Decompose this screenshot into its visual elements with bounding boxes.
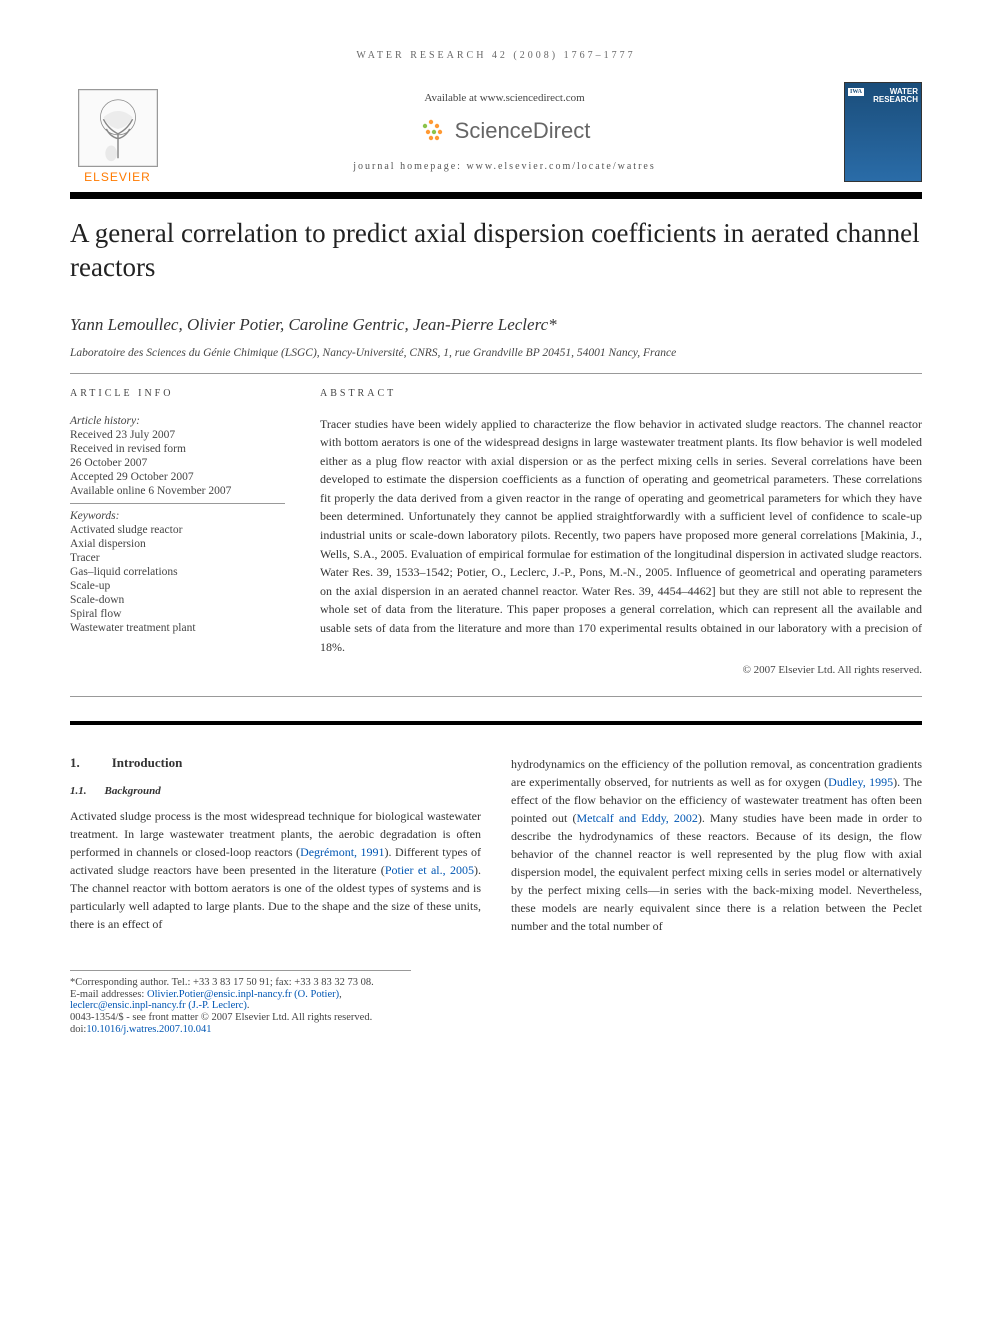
sciencedirect-logo: ScienceDirect: [419, 116, 591, 146]
body-paragraph: hydrodynamics on the efficiency of the p…: [511, 755, 922, 935]
body-paragraph: Activated sludge process is the most wid…: [70, 807, 481, 933]
history-revised-line2: 26 October 2007: [70, 457, 285, 469]
citation-link[interactable]: Potier et al., 2005: [385, 863, 474, 877]
doi-line: doi:10.1016/j.watres.2007.10.041: [70, 1024, 411, 1035]
body-columns: 1. Introduction 1.1. Background Activate…: [70, 755, 922, 935]
section-number: 1.: [70, 755, 80, 771]
divider-bar-thick: [70, 192, 922, 199]
keyword: Activated sludge reactor: [70, 524, 285, 536]
elsevier-logo: ELSEVIER: [70, 79, 165, 184]
divider-bar-thin: [70, 721, 922, 725]
divider-line: [70, 373, 922, 374]
abstract-block: ABSTRACT Tracer studies have been widely…: [320, 388, 922, 677]
keyword: Scale-down: [70, 594, 285, 606]
footer-block: *Corresponding author. Tel.: +33 3 83 17…: [70, 970, 411, 1035]
citation-link[interactable]: Metcalf and Eddy, 2002: [576, 811, 697, 825]
sciencedirect-wordmark: ScienceDirect: [455, 118, 591, 144]
email-link[interactable]: Olivier.Potier@ensic.inpl-nancy.fr (O. P…: [147, 989, 339, 1000]
subsection-heading: 1.1. Background: [70, 785, 481, 797]
doi-label: doi:: [70, 1024, 86, 1035]
divider-short: [70, 503, 285, 504]
citation-link[interactable]: Degrémont, 1991: [300, 845, 384, 859]
history-received: Received 23 July 2007: [70, 429, 285, 441]
email-addresses: E-mail addresses: Olivier.Potier@ensic.i…: [70, 989, 411, 1011]
journal-homepage: journal homepage: www.elsevier.com/locat…: [185, 161, 824, 172]
column-right: hydrodynamics on the efficiency of the p…: [511, 755, 922, 935]
divider-line: [70, 696, 922, 697]
copyright-line: © 2007 Elsevier Ltd. All rights reserved…: [320, 664, 922, 676]
sciencedirect-icon: [419, 116, 449, 146]
elsevier-wordmark: ELSEVIER: [84, 170, 151, 184]
keyword: Wastewater treatment plant: [70, 622, 285, 634]
cover-title: WATERRESEARCH: [873, 88, 918, 104]
journal-running-header: WATER RESEARCH 42 (2008) 1767–1777: [70, 50, 922, 61]
journal-cover-thumbnail: IWA WATERRESEARCH: [844, 82, 922, 182]
article-title: A general correlation to predict axial d…: [70, 217, 922, 285]
keywords-label: Keywords:: [70, 510, 285, 522]
history-online: Available online 6 November 2007: [70, 485, 285, 497]
history-revised-line1: Received in revised form: [70, 443, 285, 455]
keyword: Scale-up: [70, 580, 285, 592]
doi-link[interactable]: 10.1016/j.watres.2007.10.041: [86, 1024, 211, 1035]
abstract-text: Tracer studies have been widely applied …: [320, 415, 922, 657]
elsevier-tree-icon: [78, 89, 158, 167]
publisher-banner: ELSEVIER Available at www.sciencedirect.…: [70, 79, 922, 184]
banner-center: Available at www.sciencedirect.com Scien…: [165, 92, 844, 172]
article-info-block: ARTICLE INFO Article history: Received 2…: [70, 388, 922, 677]
keyword: Spiral flow: [70, 608, 285, 620]
affiliation: Laboratoire des Sciences du Génie Chimiq…: [70, 347, 922, 359]
history-accepted: Accepted 29 October 2007: [70, 471, 285, 483]
subsection-title: Background: [105, 785, 161, 797]
subsection-number: 1.1.: [70, 785, 87, 797]
column-left: 1. Introduction 1.1. Background Activate…: [70, 755, 481, 935]
history-label: Article history:: [70, 415, 285, 427]
section-title: Introduction: [112, 755, 183, 771]
citation-link[interactable]: Dudley, 1995: [828, 775, 893, 789]
author-list: Yann Lemoullec, Olivier Potier, Caroline…: [70, 315, 922, 335]
email-label: E-mail addresses:: [70, 989, 147, 1000]
available-at-text: Available at www.sciencedirect.com: [185, 92, 824, 104]
abstract-heading: ABSTRACT: [320, 388, 922, 399]
email-link[interactable]: leclerc@ensic.inpl-nancy.fr (J.-P. Lecle…: [70, 1000, 247, 1011]
cover-iwa-badge: IWA: [848, 88, 864, 96]
issn-line: 0043-1354/$ - see front matter © 2007 El…: [70, 1012, 411, 1023]
keyword: Gas–liquid correlations: [70, 566, 285, 578]
keyword: Tracer: [70, 552, 285, 564]
article-info-heading: ARTICLE INFO: [70, 388, 285, 399]
keyword: Axial dispersion: [70, 538, 285, 550]
corresponding-author: *Corresponding author. Tel.: +33 3 83 17…: [70, 977, 411, 988]
article-info-left: ARTICLE INFO Article history: Received 2…: [70, 388, 285, 677]
section-heading: 1. Introduction: [70, 755, 481, 771]
